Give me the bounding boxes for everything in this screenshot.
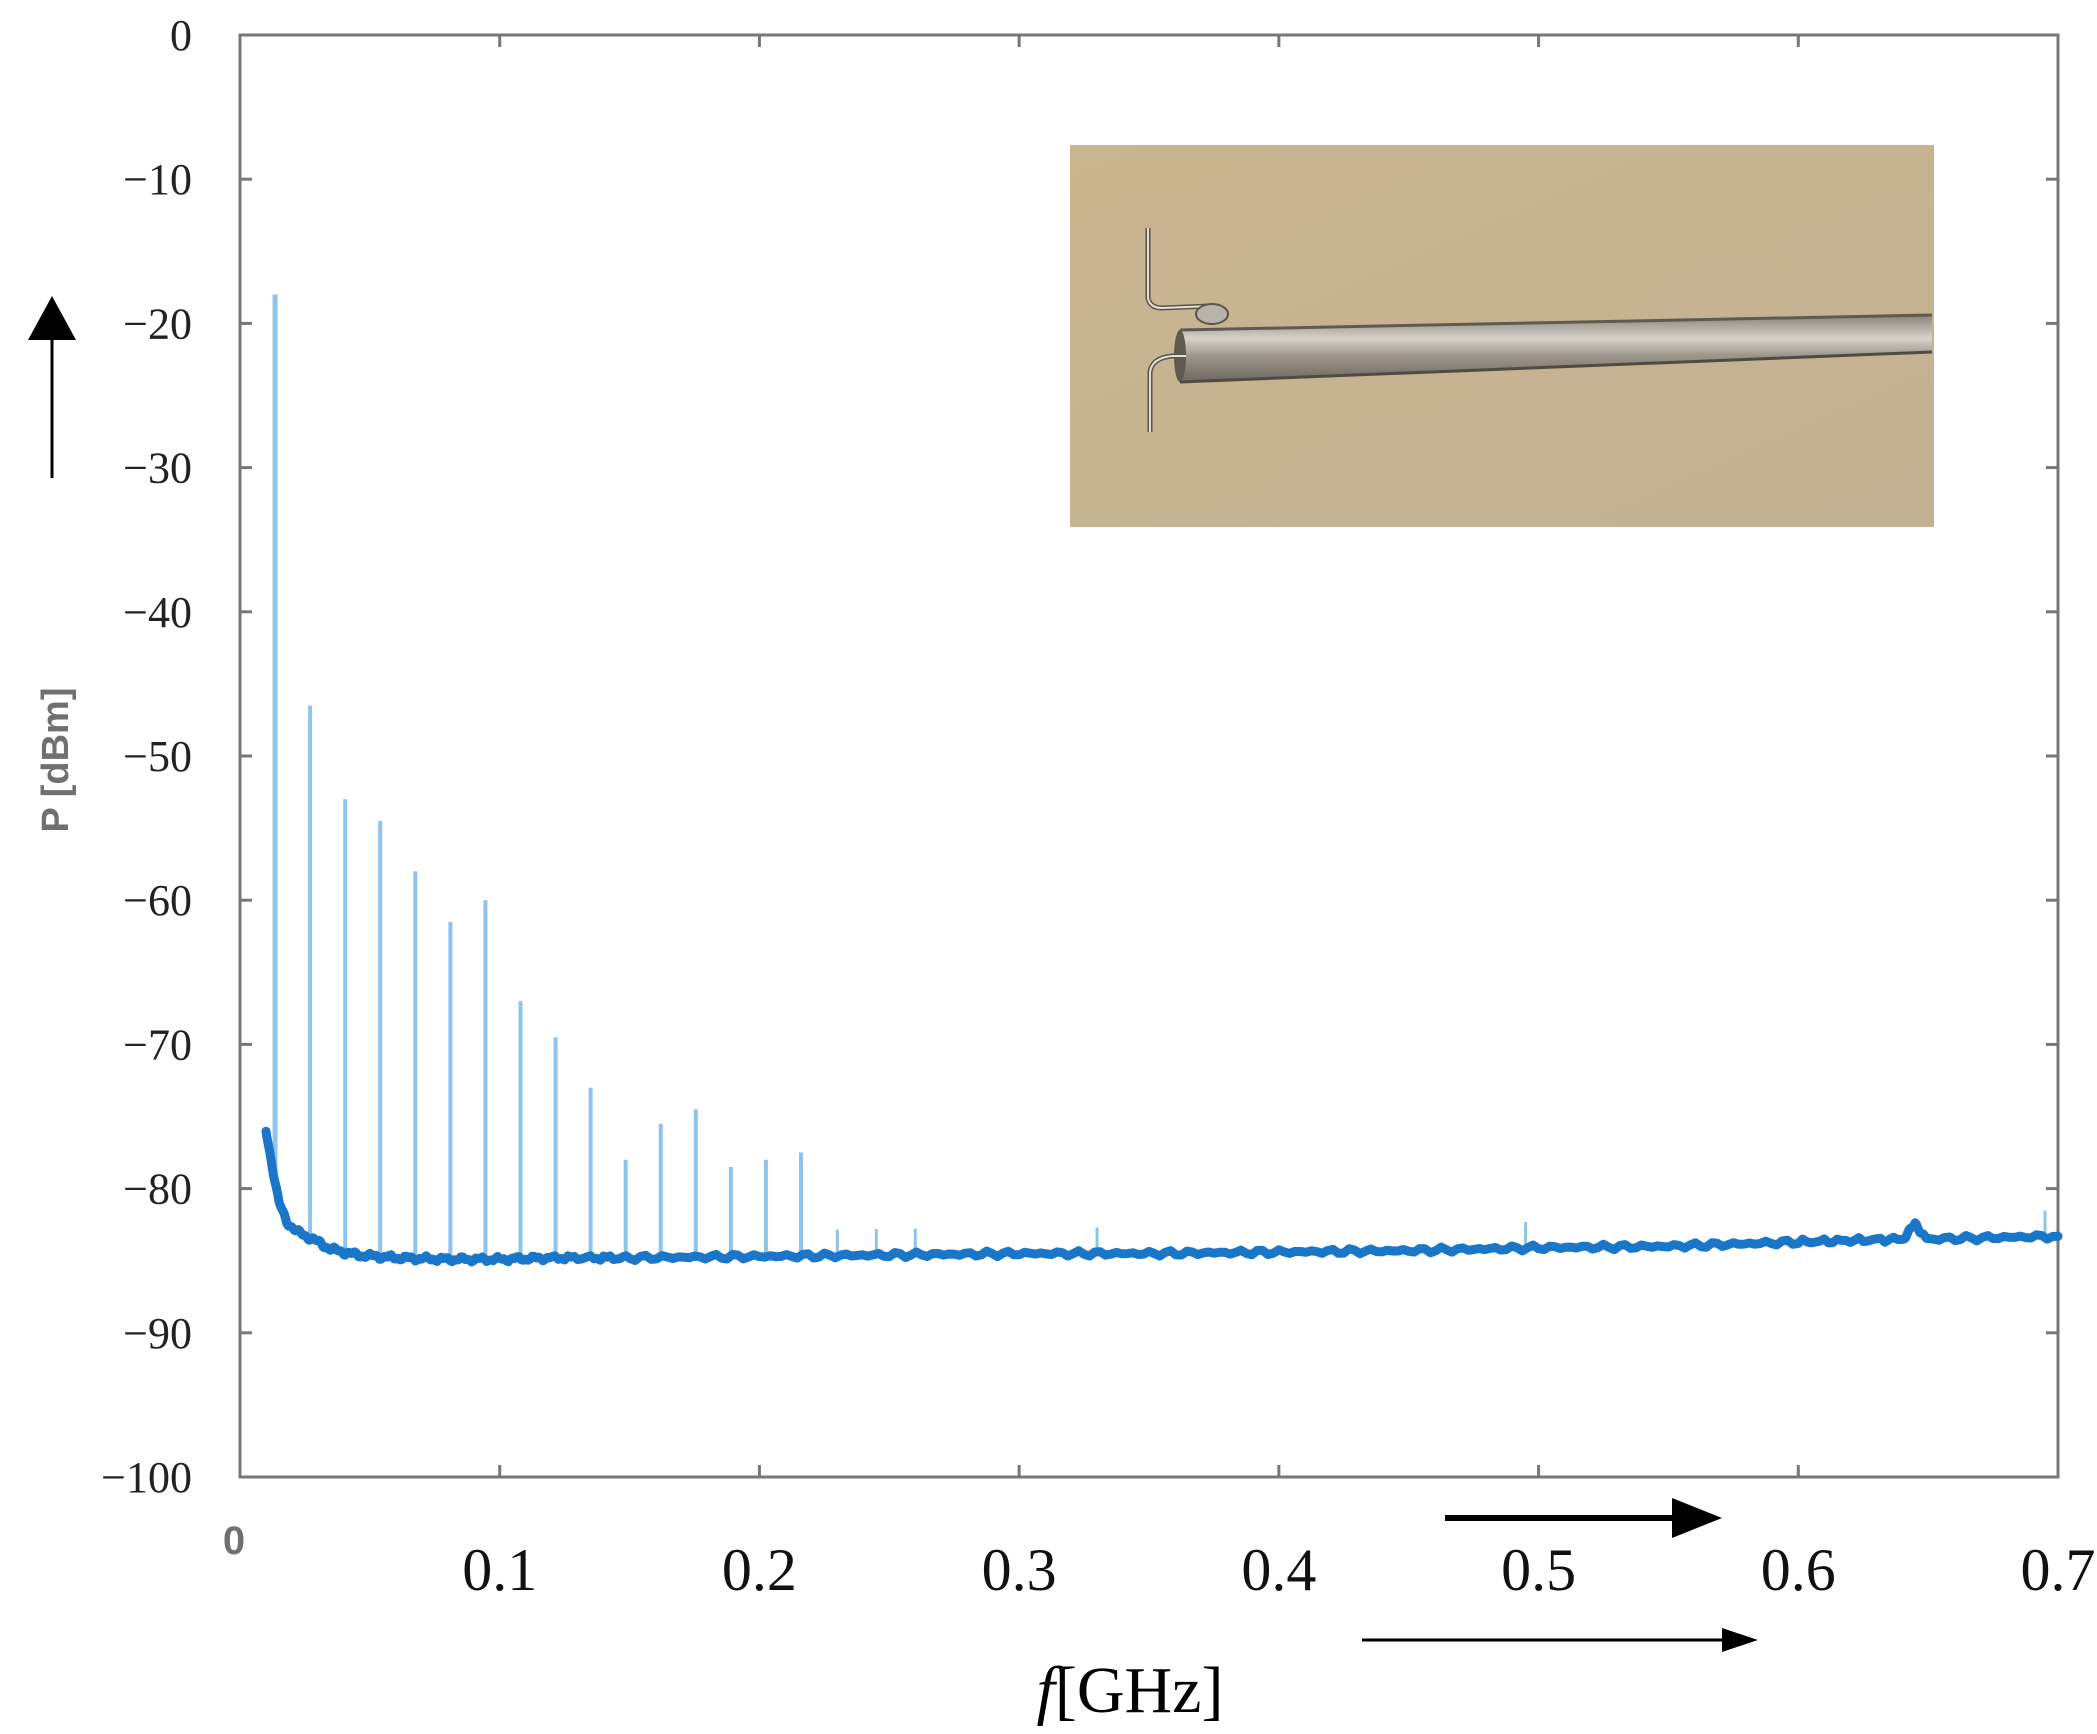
x-axis-label: f[GHz]	[1037, 1654, 1224, 1727]
x-tick-label: 0.3	[982, 1537, 1057, 1603]
harmonic-lines	[272, 294, 2047, 1260]
x-tick-label: 0.6	[1761, 1537, 1836, 1603]
x-direction-arrowhead-bold	[1672, 1498, 1722, 1538]
x-tick-label: 0.4	[1241, 1537, 1316, 1603]
x-direction-arrowhead-thin	[1722, 1628, 1758, 1652]
y-tick-label: −10	[123, 155, 192, 204]
y-axis-ticks: 0 −10 −20 −30 −40 −50 −60 −70 −80 −90 −100	[101, 11, 2058, 1502]
x-tick-label: 0.2	[722, 1537, 797, 1603]
x-tick-label: 0.1	[462, 1537, 537, 1603]
y-tick-label: −100	[101, 1453, 192, 1502]
y-direction-arrowhead	[28, 296, 76, 340]
x-tick-label: 0	[223, 1519, 245, 1563]
y-tick-label: −70	[123, 1020, 192, 1069]
y-tick-label: −20	[123, 299, 192, 348]
y-tick-label: −30	[123, 444, 192, 493]
y-tick-label: 0	[170, 11, 192, 60]
y-tick-label: −80	[123, 1165, 192, 1214]
y-tick-label: −90	[123, 1309, 192, 1358]
x-axis-label-unit: [GHz]	[1055, 1654, 1224, 1727]
x-tick-label: 0.7	[2021, 1537, 2096, 1603]
y-tick-label: −40	[123, 588, 192, 637]
x-axis-ticks: 0 0.1 0.2 0.3 0.4 0.5 0.6 0.7	[223, 35, 2096, 1603]
y-tick-label: −50	[123, 732, 192, 781]
series-line	[261, 1126, 2063, 1267]
y-axis-label: P [dBm]	[35, 688, 77, 833]
x-tick-label: 0.5	[1501, 1537, 1576, 1603]
inset-photo	[1070, 145, 1934, 527]
y-tick-label: −60	[123, 876, 192, 925]
series-group	[261, 1126, 2063, 1267]
